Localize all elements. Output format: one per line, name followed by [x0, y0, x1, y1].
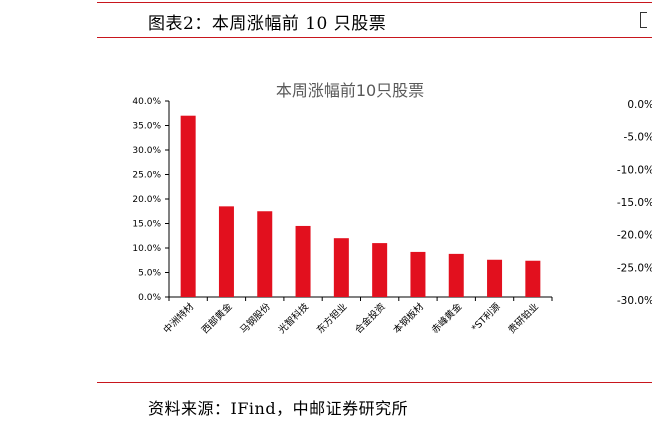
y-tick-label: 10.0%	[132, 244, 161, 254]
left-chart: 0.0% 5.0% 10.0% 15.0% 20.0% 25.0% 30.0% 35.0% 40…	[132, 97, 553, 336]
y-tick-label: 5.0%	[138, 269, 161, 279]
bar	[487, 259, 503, 297]
chart-title: 本周涨幅前10只股票	[275, 81, 425, 100]
x-tick-label: 合金投资	[352, 300, 388, 336]
bar	[257, 211, 273, 297]
x-tick-label: 西部黄金	[199, 300, 235, 336]
right-y-tick-label: 0.0%	[627, 99, 652, 111]
x-tick-label: 中洲特材	[161, 300, 197, 336]
y-tick-label: 20.0%	[132, 195, 161, 205]
right-y-tick-label: -15.0%	[617, 197, 652, 209]
footer-rule	[97, 382, 652, 383]
right-chart-partial: 0.0% -5.0% -10.0% -15.0% -20.0% -25.0% -30.0%	[617, 99, 652, 307]
top-rule	[97, 2, 652, 3]
source-note: 资料来源：IFind，中邮证券研究所	[148, 399, 409, 418]
figure-title: 图表2：本周涨幅前 10 只股票	[148, 14, 387, 34]
y-tick-label: 35.0%	[132, 122, 161, 132]
bar	[295, 225, 311, 297]
bar	[218, 206, 234, 297]
right-y-tick-label: -30.0%	[617, 295, 652, 307]
bar	[448, 253, 464, 297]
x-tick-label: 东方钽业	[314, 301, 349, 336]
right-y-tick-label: -20.0%	[617, 230, 652, 242]
right-y-tick-label: -25.0%	[617, 262, 652, 274]
y-tick-label: 15.0%	[132, 220, 161, 230]
x-tick-label: 赤峰黄金	[429, 300, 465, 336]
y-tick-label: 0.0%	[138, 293, 161, 303]
bar	[410, 251, 426, 297]
y-tick-label: 30.0%	[132, 146, 161, 156]
bar	[372, 243, 388, 297]
x-tick-label: 光智科技	[276, 300, 312, 336]
y-tick-label: 40.0%	[132, 97, 161, 107]
right-y-tick-label: -5.0%	[624, 132, 652, 144]
title-rule	[97, 37, 652, 38]
x-tick-label: *ST利源	[469, 300, 503, 334]
right-y-tick-label: -10.0%	[617, 164, 652, 176]
x-tick-label: 马钢股份	[238, 300, 274, 336]
x-tick-label: 贵研铂业	[506, 301, 541, 336]
bar	[525, 260, 541, 297]
y-tick-label: 25.0%	[132, 171, 161, 181]
bar	[333, 238, 349, 297]
x-tick-label: 本钢板材	[391, 300, 427, 336]
bar	[180, 115, 196, 297]
next-figure-marker	[640, 12, 647, 28]
